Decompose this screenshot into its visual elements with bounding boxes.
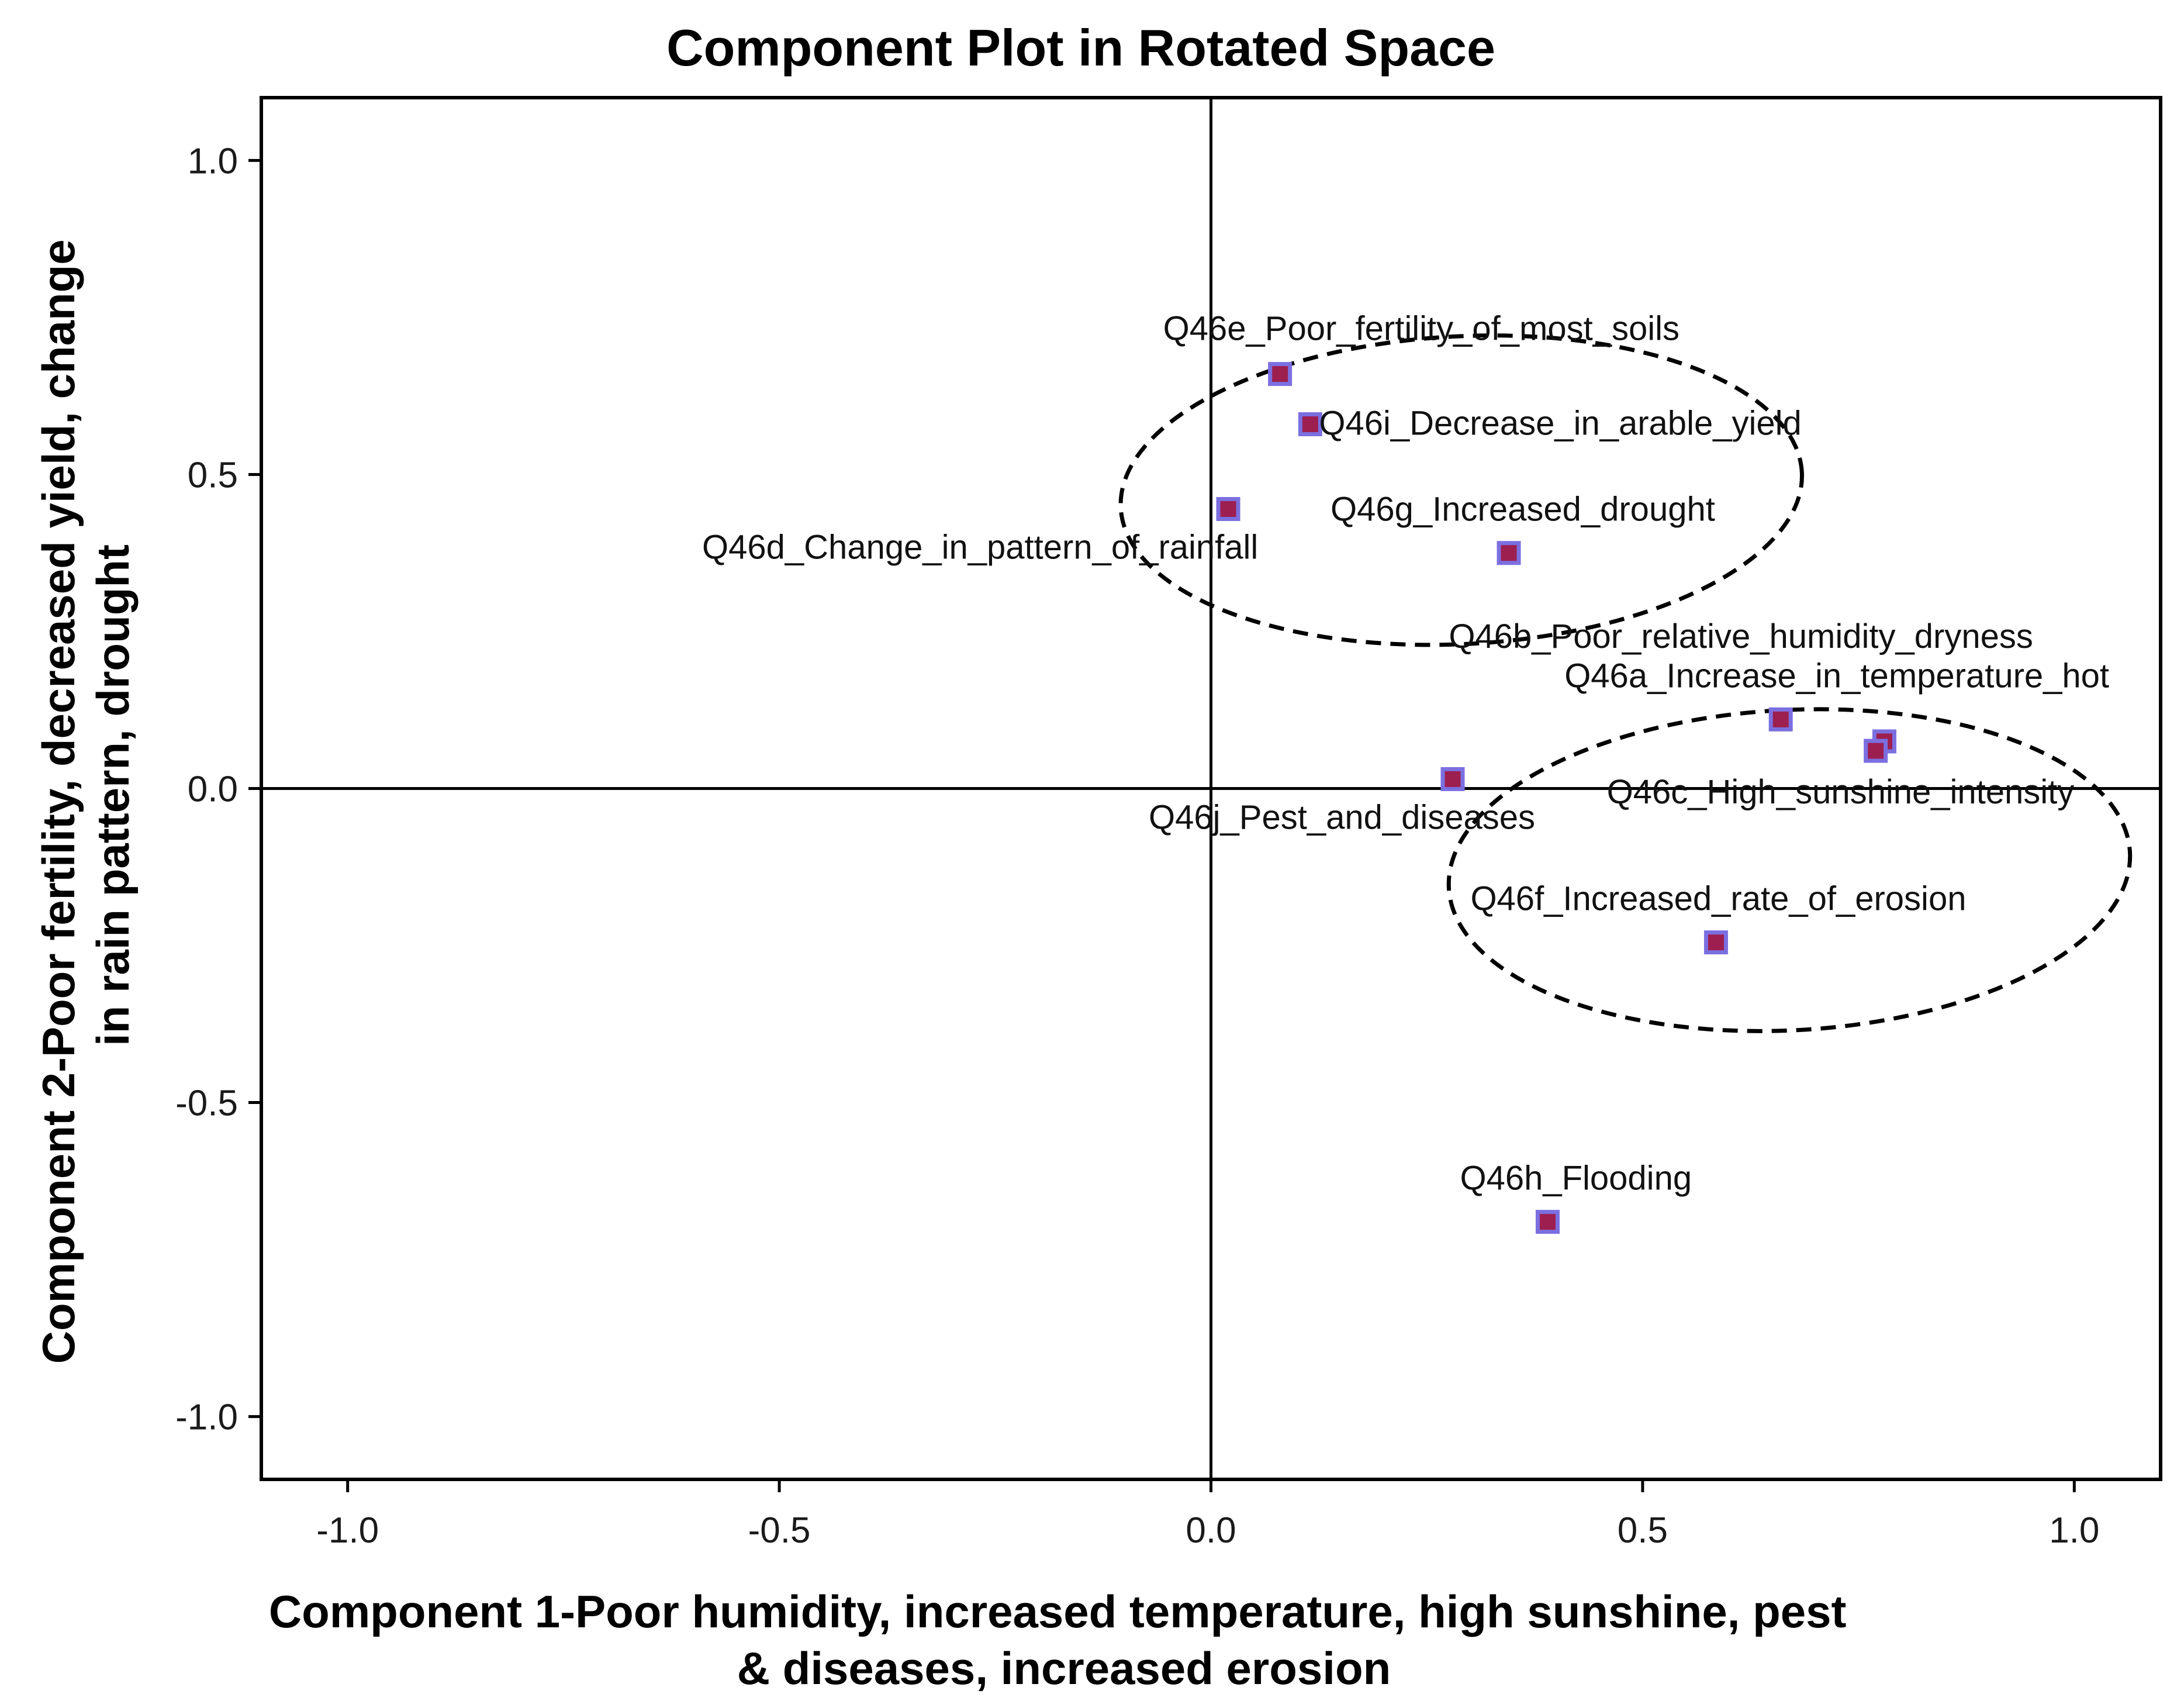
x-tick-label: -0.5 [748, 1510, 811, 1551]
point-label: Q46j_Pest_and_diseases [1149, 798, 1535, 836]
y-axis-title-line-1: Component 2-Poor fertility, decreased yi… [33, 239, 84, 1364]
x-tick-label: 1.0 [2049, 1510, 2099, 1551]
y-axis-title: Component 2-Poor fertility, decreased yi… [33, 227, 139, 1364]
x-axis-title: Component 1-Poor humidity, increased tem… [269, 1586, 1859, 1694]
point-label: Q46h_Flooding [1460, 1160, 1692, 1198]
scatter-point [1497, 541, 1521, 565]
y-axis-title-line-2: in rain pattern, drought [87, 544, 139, 1046]
point-label: Q46c_High_sunshine_intensity [1607, 773, 2075, 811]
point-label: Q46i_Decrease_in_arable_yield [1319, 405, 1801, 443]
y-tick-label: -1.0 [175, 1398, 238, 1438]
point-label: Q46a_Increase_in_temperature_hot [1564, 657, 2109, 695]
cluster-ellipse [1446, 707, 2133, 1033]
scatter-point [1268, 362, 1293, 387]
scatter-points [1216, 362, 1896, 1234]
x-axis-title-line-1: Component 1-Poor humidity, increased tem… [269, 1586, 1847, 1637]
point-label: Q46g_Increased_drought [1331, 491, 1715, 529]
y-tick-label: -0.5 [175, 1084, 238, 1124]
cluster-annotations [1118, 333, 2133, 1033]
point-label: Q46e_Poor_fertility_of_most_soils [1163, 310, 1680, 348]
y-axis-ticks: -1.0 -0.5 0.0 0.5 1.0 [175, 141, 261, 1438]
x-tick-label: -1.0 [316, 1510, 379, 1551]
scatter-point [1216, 497, 1240, 522]
x-tick-label: 0.5 [1618, 1510, 1668, 1551]
scatter-point [1768, 707, 1793, 731]
point-labels: Q46e_Poor_fertility_of_most_soils Q46i_De… [702, 310, 2109, 1198]
point-label: Q46f_Increased_rate_of_erosion [1470, 880, 1966, 918]
scatter-point [1535, 1210, 1560, 1234]
x-axis-title-line-2: & diseases, increased erosion [737, 1643, 1391, 1694]
y-tick-label: 1.0 [188, 141, 238, 181]
scatter-point [1703, 930, 1728, 955]
point-label: Q46b_Poor_relative_humidity_dryness [1449, 617, 2033, 655]
y-tick-label: 0.5 [188, 455, 238, 495]
scatter-point [1298, 412, 1322, 437]
y-tick-label: 0.0 [188, 770, 238, 810]
x-tick-label: 0.0 [1186, 1510, 1236, 1551]
chart-title: Component Plot in Rotated Space [666, 19, 1495, 77]
scatter-point [1440, 767, 1465, 791]
point-label: Q46d_Change_in_pattern_of_rainfall [702, 529, 1258, 567]
cluster-ellipse [1118, 333, 1804, 647]
x-axis-ticks: -1.0 -0.5 0.0 0.5 1.0 [316, 1479, 2099, 1551]
scatter-point [1864, 739, 1888, 763]
